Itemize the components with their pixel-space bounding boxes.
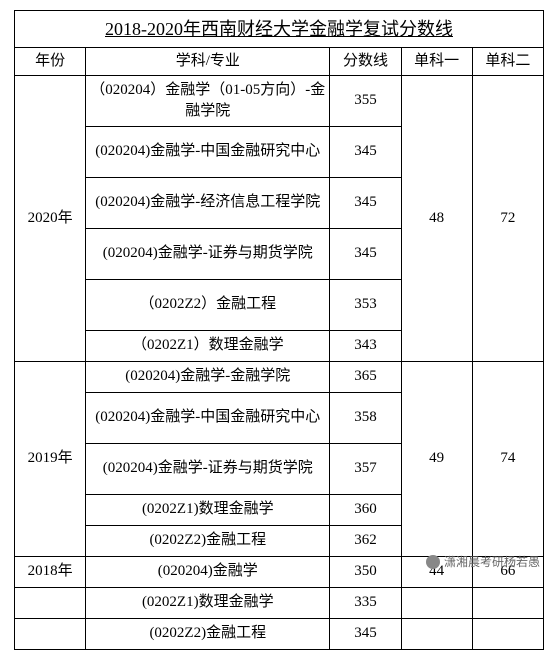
table-title: 2018-2020年西南财经大学金融学复试分数线 (15, 11, 544, 48)
year-cell: 2019年 (15, 361, 86, 556)
table-row: 2019年 (020204)金融学-金融学院 365 49 74 (15, 361, 544, 392)
subject-cell: (020204)金融学-证券与期货学院 (86, 228, 330, 279)
subject-cell: (0202Z1)数理金融学 (86, 587, 330, 618)
watermark: 潇湘晨考研杨若愚 (426, 553, 540, 570)
sub1-cell (401, 618, 472, 649)
subject-cell: (020204)金融学 (86, 556, 330, 587)
table-row: 2020年 （020204）金融学（01-05方向）-金融学院 355 48 7… (15, 75, 544, 126)
subject-cell: （0202Z1）数理金融学 (86, 330, 330, 361)
subject-cell: （0202Z2）金融工程 (86, 279, 330, 330)
score-cell: 350 (330, 556, 401, 587)
header-sub2: 单科二 (472, 48, 543, 75)
subject-cell: (020204)金融学-证券与期货学院 (86, 443, 330, 494)
header-subject: 学科/专业 (86, 48, 330, 75)
score-cell: 358 (330, 392, 401, 443)
sub1-cell: 48 (401, 75, 472, 361)
header-year: 年份 (15, 48, 86, 75)
subject-cell: (0202Z1)数理金融学 (86, 494, 330, 525)
table-row: (0202Z2)金融工程 345 (15, 618, 544, 649)
score-cell: 365 (330, 361, 401, 392)
header-score: 分数线 (330, 48, 401, 75)
score-cell: 343 (330, 330, 401, 361)
score-cell: 335 (330, 587, 401, 618)
score-cell: 360 (330, 494, 401, 525)
subject-cell: (020204)金融学-中国金融研究中心 (86, 392, 330, 443)
sub2-cell: 74 (472, 361, 543, 556)
page: 2018-2020年西南财经大学金融学复试分数线 年份 学科/专业 分数线 单科… (0, 0, 558, 576)
watermark-icon (426, 555, 440, 569)
header-row: 年份 学科/专业 分数线 单科一 单科二 (15, 48, 544, 75)
score-cell: 362 (330, 525, 401, 556)
header-sub1: 单科一 (401, 48, 472, 75)
sub1-cell: 49 (401, 361, 472, 556)
watermark-text: 潇湘晨考研杨若愚 (444, 553, 540, 570)
year-cell: 2020年 (15, 75, 86, 361)
score-cell: 345 (330, 126, 401, 177)
subject-cell: (020204)金融学-金融学院 (86, 361, 330, 392)
score-cell: 355 (330, 75, 401, 126)
year-cell (15, 618, 86, 649)
subject-cell: (020204)金融学-中国金融研究中心 (86, 126, 330, 177)
sub2-cell: 72 (472, 75, 543, 361)
subject-cell: (0202Z2)金融工程 (86, 525, 330, 556)
subject-cell: (0202Z2)金融工程 (86, 618, 330, 649)
score-cell: 345 (330, 618, 401, 649)
sub2-cell (472, 618, 543, 649)
year-cell (15, 587, 86, 618)
title-row: 2018-2020年西南财经大学金融学复试分数线 (15, 11, 544, 48)
score-cell: 345 (330, 228, 401, 279)
sub2-cell (472, 587, 543, 618)
score-cell: 353 (330, 279, 401, 330)
year-cell: 2018年 (15, 556, 86, 587)
subject-cell: (020204)金融学-经济信息工程学院 (86, 177, 330, 228)
score-cell: 357 (330, 443, 401, 494)
subject-cell: （020204）金融学（01-05方向）-金融学院 (86, 75, 330, 126)
sub1-cell (401, 587, 472, 618)
table-row: (0202Z1)数理金融学 335 (15, 587, 544, 618)
score-cell: 345 (330, 177, 401, 228)
